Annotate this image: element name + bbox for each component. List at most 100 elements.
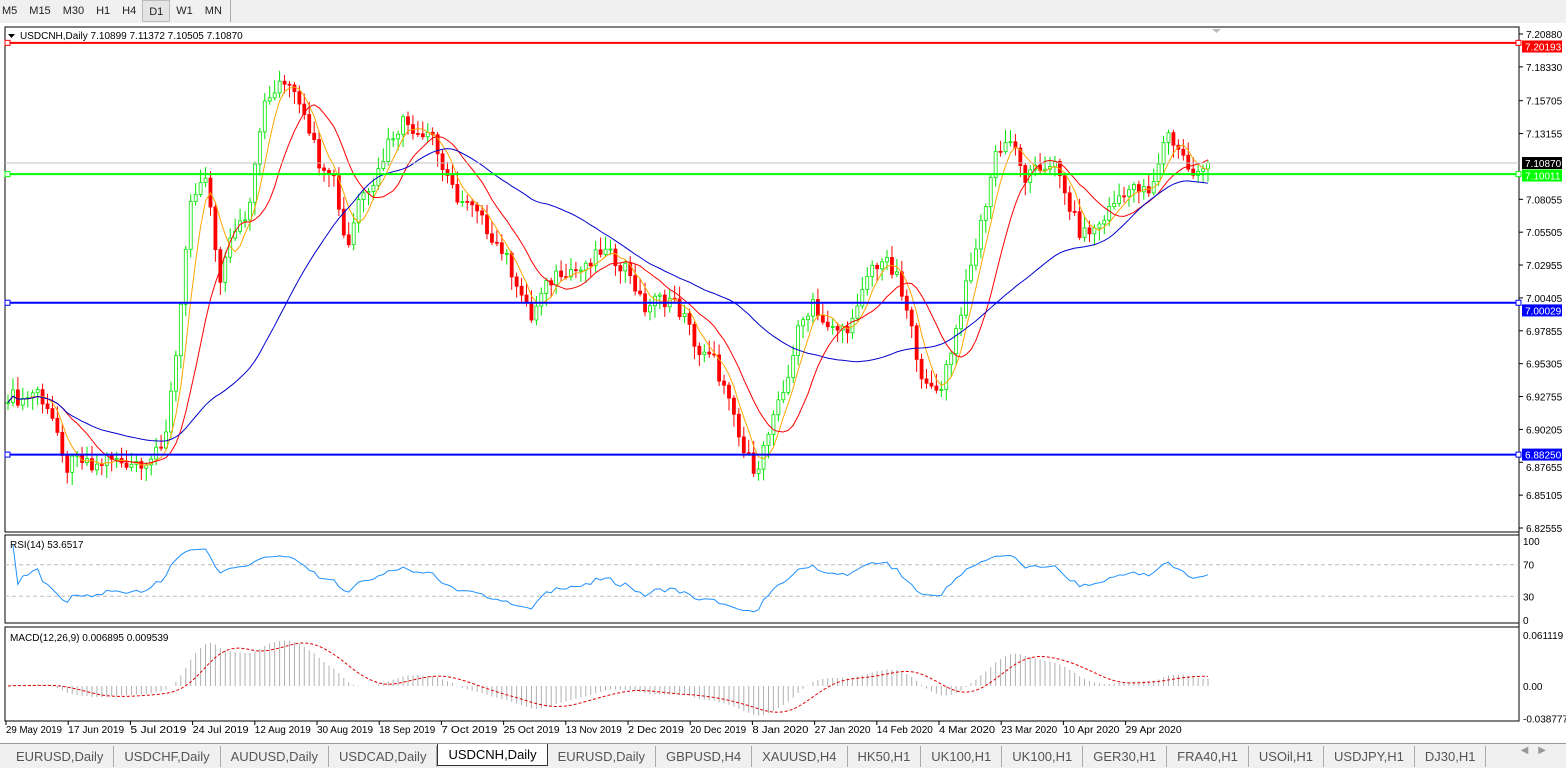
bear-candle — [60, 431, 65, 456]
tab-scroll-arrows[interactable]: ◀▶ — [1520, 745, 1556, 756]
timeframe-d1[interactable]: D1 — [142, 0, 171, 22]
timeframe-mn[interactable]: MN — [204, 5, 222, 17]
chart-tab[interactable]: USOil,H1 — [1249, 746, 1325, 767]
time-label: 27 Jan 2020 — [815, 725, 871, 736]
chart-tab[interactable]: GBPUSD,H4 — [656, 746, 753, 767]
bear-candle — [470, 201, 475, 206]
price-tick-label: 6.95305 — [1526, 360, 1563, 371]
time-label: 14 Feb 2020 — [877, 725, 933, 736]
level-handle[interactable] — [1515, 171, 1522, 178]
time-label: 8 Jan 2020 — [752, 725, 808, 736]
timeframe-h1[interactable]: H1 — [96, 5, 111, 17]
chart-tab[interactable]: EURUSD,Daily — [548, 746, 656, 767]
bear-candle — [336, 175, 341, 210]
bull-candle — [657, 294, 662, 297]
bear-candle — [15, 389, 20, 406]
ma-fast-line — [7, 86, 1209, 466]
time-label: 4 Mar 2020 — [939, 725, 995, 736]
bull-candle — [351, 222, 356, 246]
macd-tick-label: 0.00 — [1523, 682, 1543, 693]
bull-candle — [114, 458, 119, 460]
bear-candle — [638, 290, 642, 295]
chart-tab[interactable]: USDCAD,Daily — [329, 746, 438, 767]
timeframe-m5[interactable]: M5 — [2, 5, 18, 17]
price-tick-label: 7.18330 — [1526, 63, 1563, 74]
bear-candle — [598, 249, 603, 255]
bull-candle — [272, 92, 277, 99]
bear-candle — [480, 210, 484, 216]
bear-candle — [707, 351, 712, 355]
bear-candle — [1067, 192, 1072, 212]
bear-candle — [519, 285, 524, 296]
timeframe-m15[interactable]: M15 — [29, 5, 51, 17]
bull-candle — [223, 256, 228, 283]
bull-candle — [944, 364, 949, 390]
level-handle[interactable] — [4, 299, 11, 306]
chart-tab[interactable]: UK100,H1 — [921, 746, 1003, 767]
price-tick-label: 7.13155 — [1526, 130, 1563, 141]
chart-window[interactable]: USDCNH,Daily 7.10899 7.11372 7.10505 7.1… — [0, 23, 1566, 743]
chart-canvas[interactable]: USDCNH,Daily 7.10899 7.11372 7.10505 7.1… — [0, 23, 1566, 743]
level-handle[interactable] — [4, 451, 11, 458]
collapse-triangle-icon[interactable] — [8, 34, 15, 38]
bear-candle — [924, 378, 929, 384]
price-tick-label: 7.08055 — [1526, 195, 1563, 206]
bear-candle — [1122, 195, 1126, 198]
timeframe-w1[interactable]: W1 — [176, 5, 193, 17]
chart-tab[interactable]: UK100,H1 — [1002, 746, 1084, 767]
chart-tab[interactable]: USDCHF,Daily — [114, 746, 221, 767]
bull-candle — [262, 100, 267, 133]
level-price-badge — [1522, 304, 1562, 317]
timeframe-m30[interactable]: M30 — [62, 5, 85, 17]
chart-tab[interactable]: USDCNH,Daily — [437, 744, 548, 766]
chart-tab[interactable]: EURUSD,Daily — [6, 746, 115, 767]
level-handle[interactable] — [1515, 299, 1522, 306]
chart-tab[interactable]: USDJPY,H1 — [1324, 746, 1415, 767]
macd-pane[interactable] — [4, 626, 1520, 722]
bear-candle — [919, 358, 924, 380]
bear-candle — [475, 204, 480, 212]
bull-candle — [1053, 161, 1057, 167]
bear-candle — [820, 315, 825, 323]
bear-candle — [613, 248, 618, 267]
time-label: 18 Sep 2019 — [379, 725, 435, 736]
level-price-badge — [1522, 40, 1562, 53]
time-label: 29 May 2019 — [6, 725, 62, 736]
time-label: 24 Jul 2019 — [193, 725, 249, 736]
chart-tab[interactable]: DJ30,H1 — [1415, 746, 1487, 767]
macd-tick-label: -0.038777 — [1523, 714, 1566, 725]
bull-candle — [386, 138, 391, 162]
chart-tab[interactable]: FRA40,H1 — [1167, 746, 1249, 767]
chart-tab[interactable]: XAUUSD,H4 — [752, 746, 848, 767]
bear-candle — [50, 408, 55, 419]
time-label: 25 Oct 2019 — [504, 725, 560, 736]
bull-candle — [894, 271, 899, 275]
level-handle[interactable] — [4, 171, 11, 178]
time-label: 23 Mar 2020 — [1001, 725, 1057, 736]
bull-candle — [766, 433, 771, 446]
bear-candle — [1018, 147, 1023, 166]
timeframe-h4[interactable]: H4 — [122, 5, 137, 17]
bull-candle — [978, 219, 983, 250]
chart-tab[interactable]: HK50,H1 — [848, 746, 922, 767]
bear-candle — [929, 382, 934, 387]
chart-tabs-bar: EURUSD,Daily USDCHF,Daily AUDUSD,Daily USDC… — [0, 743, 1566, 768]
chart-tab[interactable]: AUDUSD,Daily — [221, 746, 330, 767]
price-tick-label: 7.20880 — [1526, 30, 1563, 41]
bull-candle — [983, 206, 988, 221]
shift-marker-icon[interactable] — [1212, 29, 1221, 33]
rsi-tick-label: 100 — [1523, 537, 1540, 548]
level-handle[interactable] — [1515, 39, 1522, 46]
bull-candle — [806, 315, 810, 321]
bear-candle — [514, 276, 519, 287]
bull-candle — [504, 252, 509, 255]
bull-candle — [964, 280, 968, 316]
level-handle[interactable] — [1515, 451, 1522, 458]
rsi-pane[interactable] — [4, 534, 1520, 624]
bear-candle — [628, 262, 633, 276]
bear-candle — [124, 462, 129, 468]
bull-candle — [776, 399, 781, 416]
bear-candle — [588, 262, 593, 267]
chart-tab[interactable]: GER30,H1 — [1083, 746, 1168, 767]
level-handle[interactable] — [4, 39, 11, 46]
